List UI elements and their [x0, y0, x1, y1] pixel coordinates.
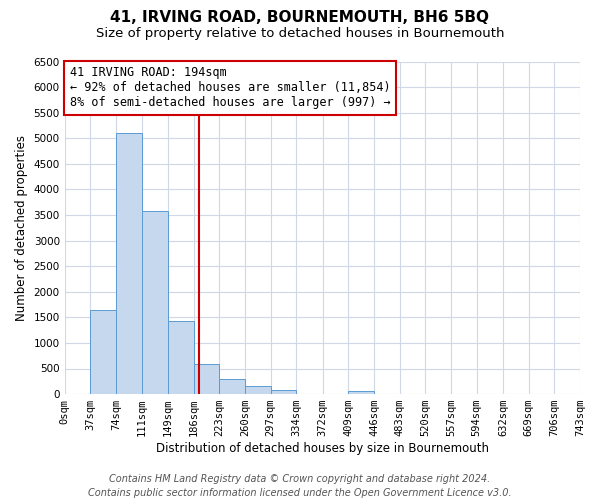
- Bar: [168, 322, 194, 394]
- X-axis label: Distribution of detached houses by size in Bournemouth: Distribution of detached houses by size …: [156, 442, 489, 455]
- Y-axis label: Number of detached properties: Number of detached properties: [15, 135, 28, 321]
- Bar: [194, 364, 220, 394]
- Bar: [91, 310, 116, 394]
- Bar: [116, 133, 142, 394]
- Bar: [142, 211, 168, 394]
- Bar: [220, 378, 245, 394]
- Text: 41 IRVING ROAD: 194sqm
← 92% of detached houses are smaller (11,854)
8% of semi-: 41 IRVING ROAD: 194sqm ← 92% of detached…: [70, 66, 391, 110]
- Bar: [349, 391, 374, 394]
- Bar: [245, 386, 271, 394]
- Text: Contains HM Land Registry data © Crown copyright and database right 2024.
Contai: Contains HM Land Registry data © Crown c…: [88, 474, 512, 498]
- Bar: [271, 390, 296, 394]
- Text: Size of property relative to detached houses in Bournemouth: Size of property relative to detached ho…: [96, 28, 504, 40]
- Text: 41, IRVING ROAD, BOURNEMOUTH, BH6 5BQ: 41, IRVING ROAD, BOURNEMOUTH, BH6 5BQ: [110, 10, 490, 25]
